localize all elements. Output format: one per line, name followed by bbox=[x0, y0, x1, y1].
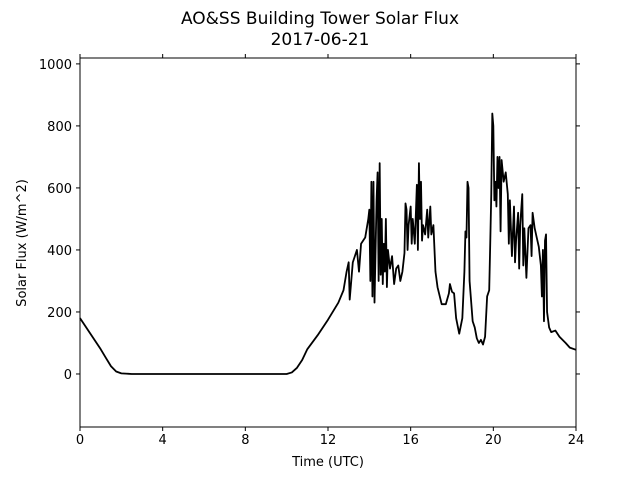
y-tick-label: 200 bbox=[47, 306, 72, 321]
x-tick-label: 4 bbox=[159, 433, 167, 448]
plot-frame bbox=[79, 57, 577, 428]
line bbox=[79, 112, 577, 375]
y-axis-label: Solar Flux (W/m^2) bbox=[15, 179, 30, 307]
x-tick-label: 20 bbox=[485, 433, 502, 448]
x-tick-label: 24 bbox=[568, 433, 585, 448]
y-tick-label: 600 bbox=[47, 182, 72, 197]
chart-subtitle: 2017-06-21 bbox=[271, 30, 370, 50]
y-tick-label: 800 bbox=[47, 120, 72, 135]
x-tick-label: 12 bbox=[320, 433, 337, 448]
x-axis-label: Time (UTC) bbox=[291, 455, 364, 470]
x-tick-label: 8 bbox=[241, 433, 249, 448]
chart-title: AO&SS Building Tower Solar Flux bbox=[181, 9, 459, 29]
x-tick-label: 0 bbox=[76, 433, 84, 448]
y-tick-label: 400 bbox=[47, 244, 72, 259]
y-tick-label: 0 bbox=[64, 368, 72, 383]
y-tick-label: 1000 bbox=[39, 58, 72, 73]
x-tick-label: 16 bbox=[402, 433, 419, 448]
